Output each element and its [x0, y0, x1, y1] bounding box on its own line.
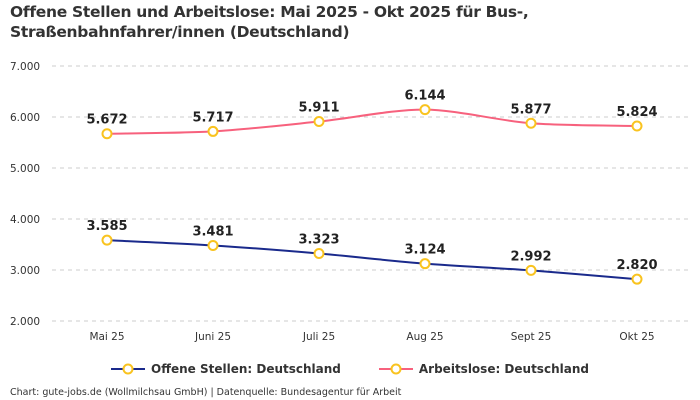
data-point[interactable] [631, 120, 643, 132]
data-label: 3.124 [404, 243, 445, 258]
legend-label: Offene Stellen: Deutschland [151, 362, 341, 376]
data-label: 5.877 [510, 102, 551, 117]
x-tick-label: Mai 25 [89, 331, 124, 343]
x-tick-label: Sept 25 [511, 331, 552, 343]
y-tick-label: 5.000 [10, 163, 40, 175]
series-line-0 [106, 239, 638, 281]
series-line-1 [106, 108, 638, 135]
data-label: 3.481 [192, 224, 233, 239]
data-point[interactable] [207, 239, 219, 251]
data-point[interactable] [631, 273, 643, 285]
data-point[interactable] [101, 234, 113, 246]
data-point[interactable] [525, 117, 537, 129]
data-label: 2.992 [510, 249, 551, 264]
line-chart: 2.000 3.000 4.000 5.000 6.000 7.000 Mai 25 Juni… [10, 61, 690, 343]
y-tick-label: 6.000 [10, 112, 40, 124]
data-point[interactable] [313, 248, 325, 260]
legend-symbol-arbeitslose [378, 363, 413, 375]
data-label: 5.824 [616, 105, 657, 120]
y-tick-label: 7.000 [10, 61, 40, 73]
x-tick-label: Aug 25 [406, 331, 443, 343]
data-point[interactable] [101, 128, 113, 140]
data-label: 5.911 [298, 101, 339, 116]
y-tick-label: 2.000 [10, 316, 40, 328]
credit-text: Chart: gute-jobs.de (Wollmilchsau GmbH) … [10, 387, 402, 398]
data-label: 2.820 [616, 258, 657, 273]
data-point[interactable] [313, 116, 325, 128]
x-tick-label: Juli 25 [302, 331, 335, 343]
legend-label: Arbeitslose: Deutschland [418, 362, 589, 376]
data-point[interactable] [419, 104, 431, 116]
legend-item-offene-stellen[interactable]: Offene Stellen: Deutschland [111, 362, 341, 376]
chart-title: Offene Stellen und Arbeitslose: Mai 2025… [10, 3, 529, 41]
legend-symbol-offene-stellen [111, 363, 146, 375]
data-label: 6.144 [404, 89, 445, 104]
data-point[interactable] [207, 125, 219, 137]
x-tick-label: Juni 25 [194, 331, 231, 343]
data-label: 3.585 [86, 219, 127, 234]
legend-item-arbeitslose[interactable]: Arbeitslose: Deutschland [378, 362, 589, 376]
y-tick-label: 3.000 [10, 265, 40, 277]
data-label: 5.717 [192, 110, 233, 125]
data-label: 3.323 [298, 233, 339, 248]
y-tick-label: 4.000 [10, 214, 40, 226]
data-label: 5.672 [86, 113, 127, 128]
legend: Offene Stellen: Deutschland Arbeitslose:… [0, 362, 700, 376]
x-tick-label: Okt 25 [619, 331, 654, 343]
data-point[interactable] [525, 264, 537, 276]
data-point[interactable] [419, 258, 431, 270]
